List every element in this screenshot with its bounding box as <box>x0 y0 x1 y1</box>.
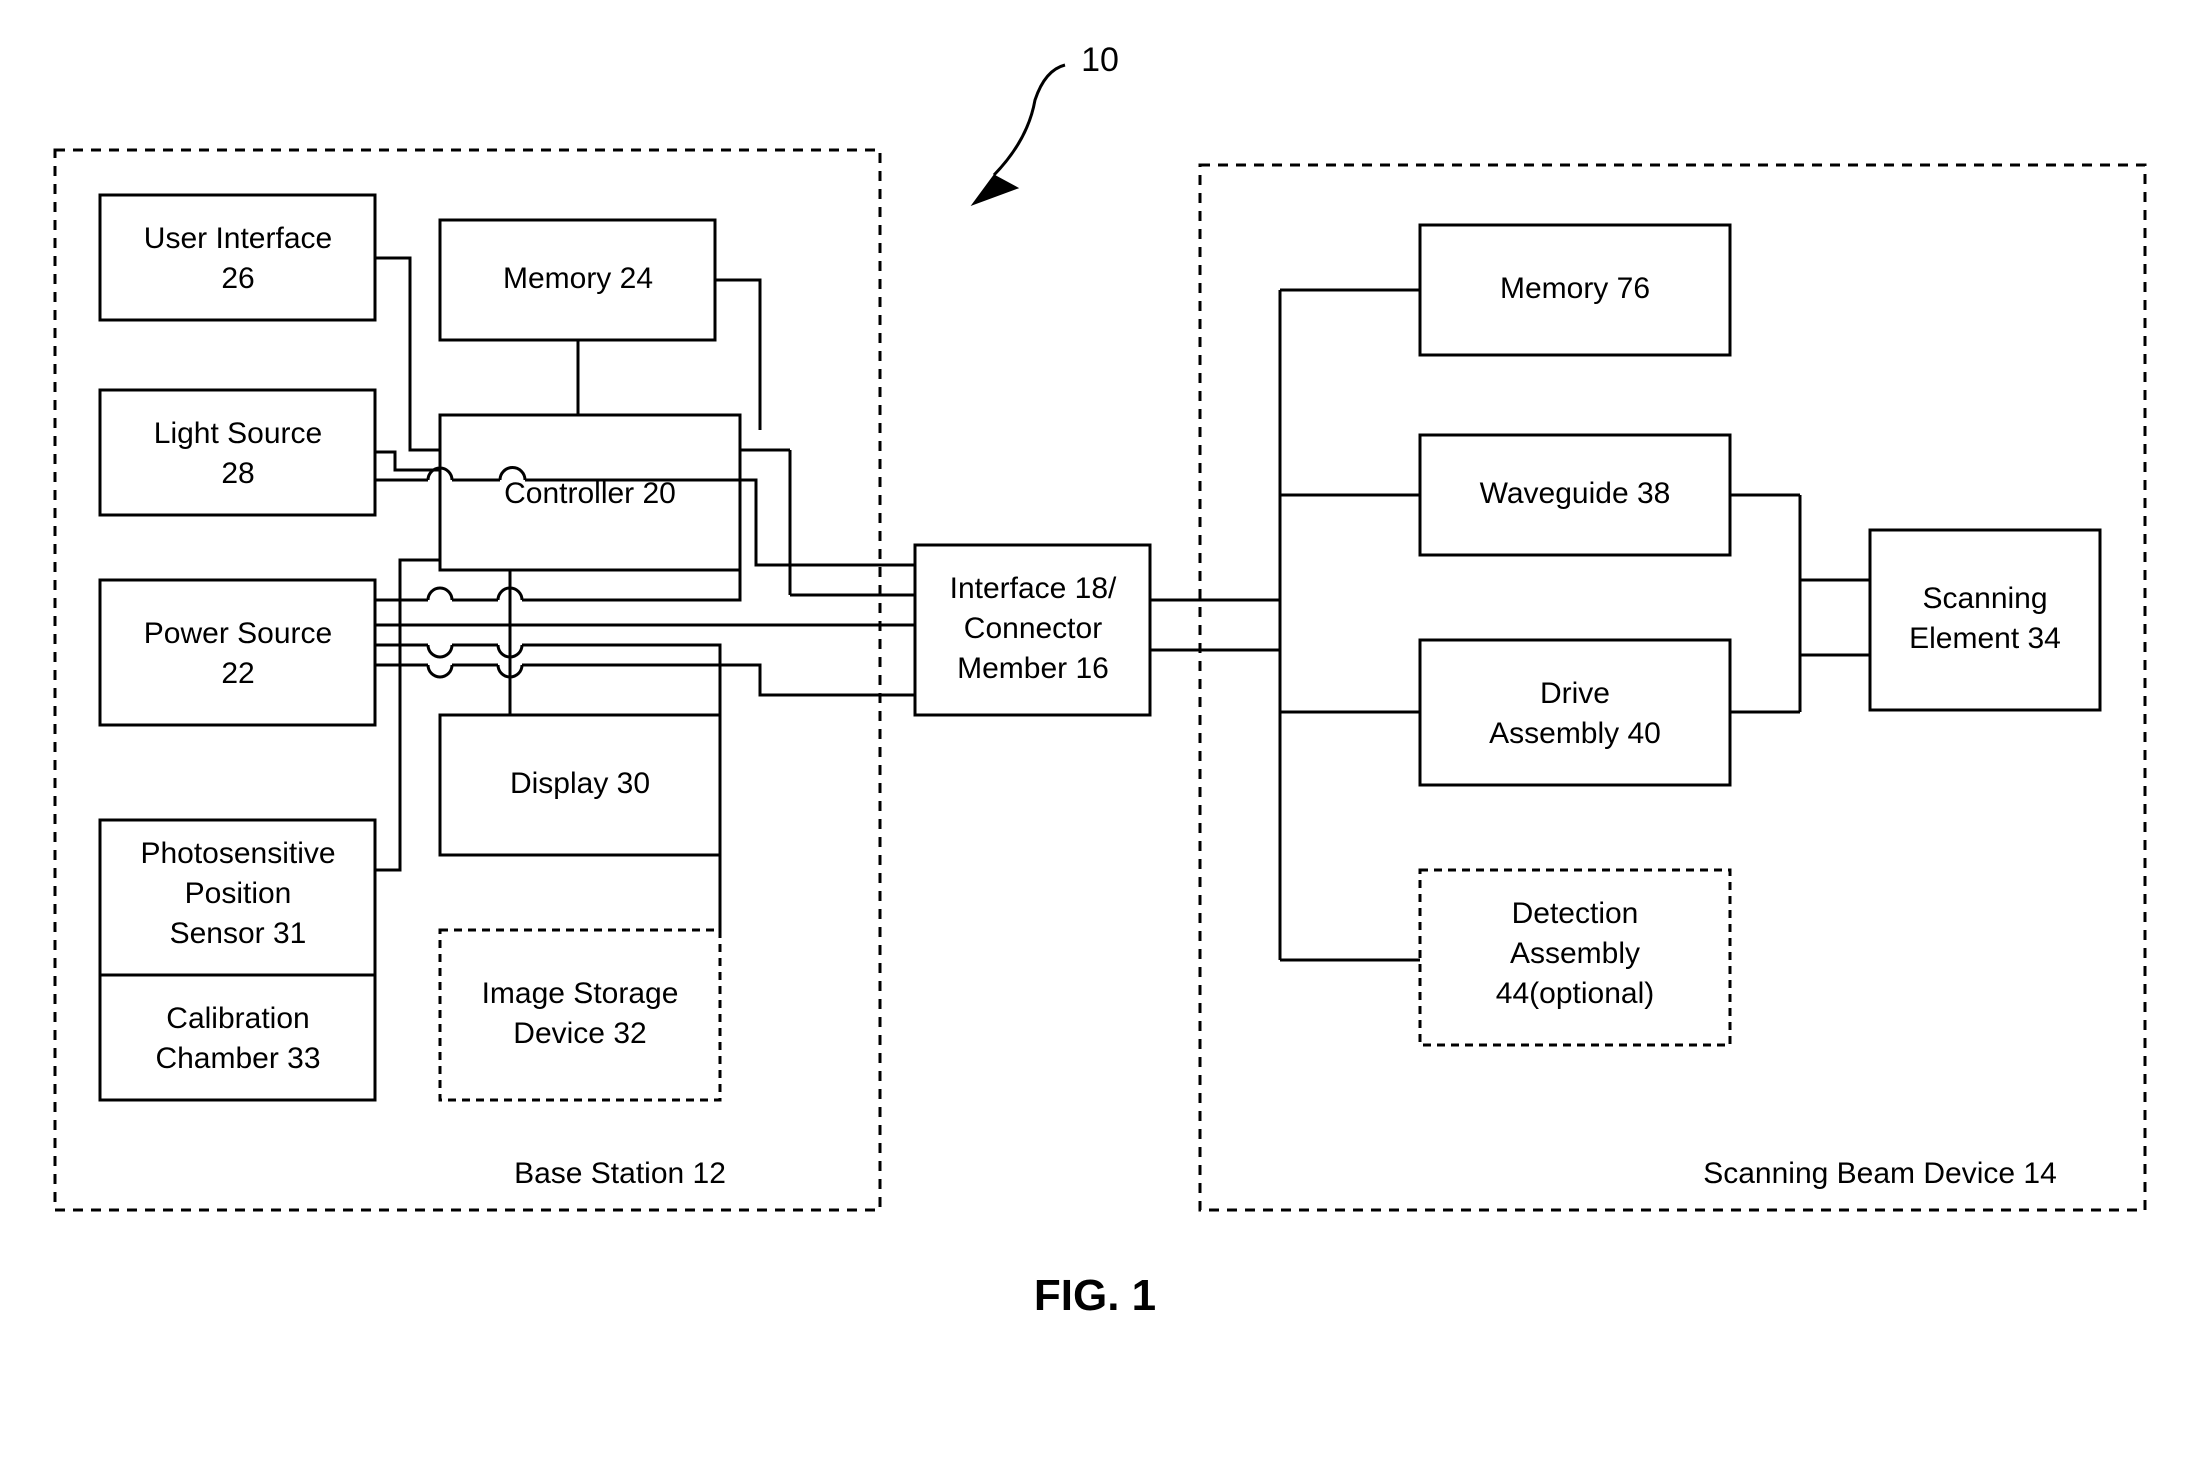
memory24-label: Memory 24 <box>503 262 653 295</box>
detection-line2: Assembly <box>1510 937 1640 970</box>
reference-arrow: 10 <box>972 41 1119 205</box>
drive-assembly-box: Drive Assembly 40 <box>1420 640 1730 785</box>
memory76-box: Memory 76 <box>1420 225 1730 355</box>
light-source-line1: Light Source <box>154 417 322 450</box>
user-interface-box: User Interface 26 <box>100 195 375 320</box>
waveguide-label: Waveguide 38 <box>1480 477 1671 510</box>
detection-line1: Detection <box>1512 897 1639 930</box>
waveguide-box: Waveguide 38 <box>1420 435 1730 555</box>
interface-line3: Member 16 <box>957 652 1109 685</box>
diagram-canvas: 10 Base Station 12 Scanning Beam Device … <box>0 0 2191 1467</box>
photosensor-line3: Sensor 31 <box>170 917 307 950</box>
detection-line3: 44(optional) <box>1496 977 1654 1010</box>
user-interface-line2: 26 <box>221 262 254 295</box>
scanning-element-box: Scanning Element 34 <box>1870 530 2100 710</box>
interface-line1: Interface 18/ <box>950 572 1117 605</box>
figure-label: FIG. 1 <box>1034 1271 1156 1320</box>
scanning-element-line2: Element 34 <box>1909 622 2061 655</box>
calibration-line2: Chamber 33 <box>155 1042 320 1075</box>
interface-connector-box: Interface 18/ Connector Member 16 <box>915 545 1150 715</box>
reference-number: 10 <box>1081 41 1119 79</box>
drive-line2: Assembly 40 <box>1489 717 1661 750</box>
photosensor-calibration-box: Photosensitive Position Sensor 31 Calibr… <box>100 820 375 1100</box>
light-source-line2: 28 <box>221 457 254 490</box>
controller-label: Controller 20 <box>504 477 676 510</box>
light-source-box: Light Source 28 <box>100 390 375 515</box>
interface-line2: Connector <box>964 612 1102 645</box>
power-source-box: Power Source 22 <box>100 580 375 725</box>
scanning-beam-label: Scanning Beam Device 14 <box>1703 1157 2057 1190</box>
power-source-line1: Power Source <box>144 617 332 650</box>
calibration-line1: Calibration <box>166 1002 309 1035</box>
memory76-label: Memory 76 <box>1500 272 1650 305</box>
image-storage-box: Image Storage Device 32 <box>440 930 720 1100</box>
photosensor-line2: Position <box>185 877 292 910</box>
display-box: Display 30 <box>440 715 720 855</box>
controller-box: Controller 20 <box>440 415 740 570</box>
drive-line1: Drive <box>1540 677 1610 710</box>
photosensor-line1: Photosensitive <box>140 837 335 870</box>
memory24-box: Memory 24 <box>440 220 715 340</box>
base-station-label: Base Station 12 <box>514 1157 726 1190</box>
detection-assembly-box: Detection Assembly 44(optional) <box>1420 870 1730 1045</box>
user-interface-line1: User Interface <box>144 222 332 255</box>
image-storage-line2: Device 32 <box>513 1017 646 1050</box>
power-source-line2: 22 <box>221 657 254 690</box>
image-storage-line1: Image Storage <box>482 977 679 1010</box>
scanning-element-line1: Scanning <box>1922 582 2047 615</box>
display-label: Display 30 <box>510 767 650 800</box>
